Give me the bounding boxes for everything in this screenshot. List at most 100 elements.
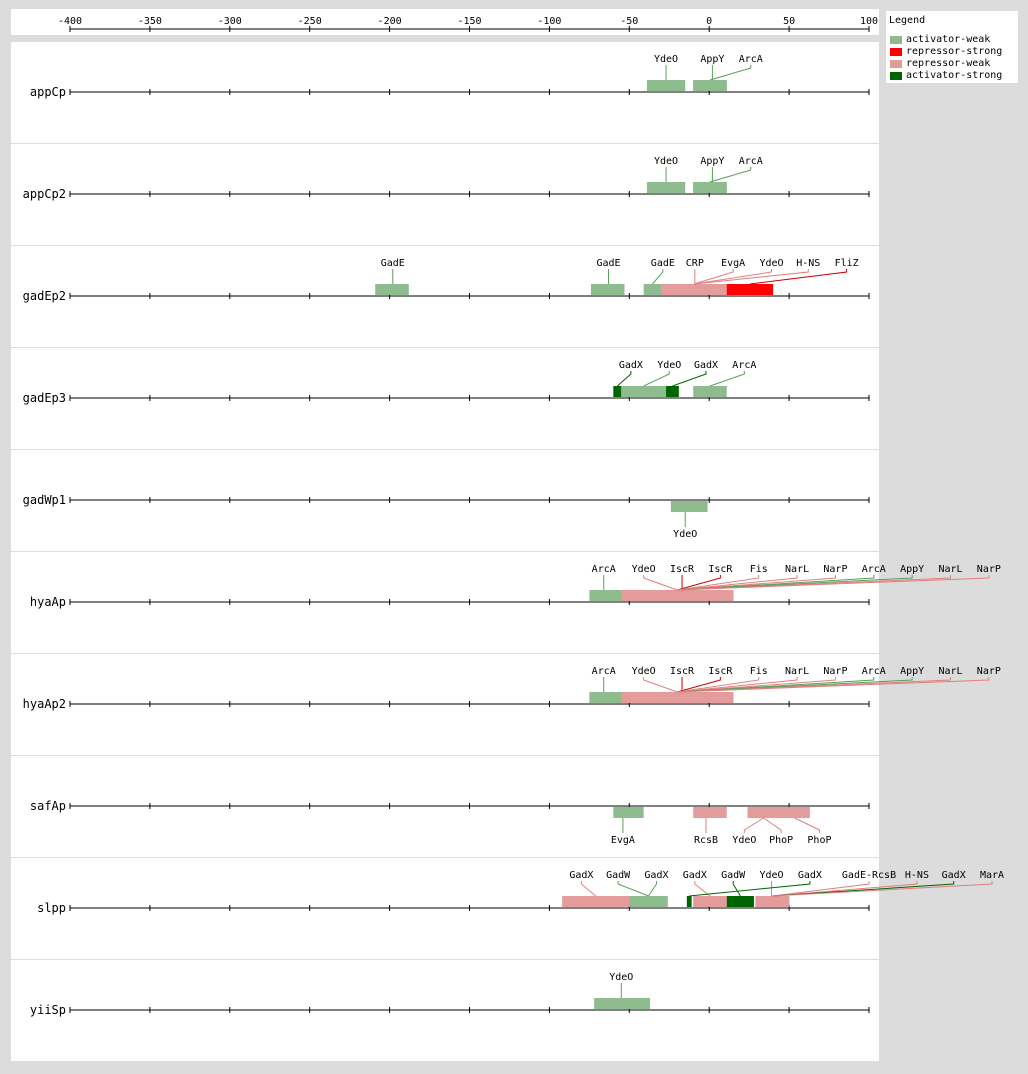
tf-label: YdeO (654, 156, 678, 167)
tf-label: NarL (938, 666, 962, 677)
tf-label: GadX (619, 360, 643, 371)
axis-tick-label: -300 (218, 16, 242, 27)
tf-label: NarP (977, 564, 1001, 575)
label-leader (580, 881, 597, 897)
label-leader (772, 881, 918, 897)
label-leader (694, 881, 711, 897)
label-leader (693, 269, 773, 285)
tf-label: PhoP (769, 835, 793, 846)
promoter-name: gadEp2 (23, 289, 66, 303)
axis-tick-label: 50 (783, 16, 795, 27)
binding-site-box (589, 590, 622, 601)
tf-label: GadX (644, 870, 668, 881)
axis-tick-label: -150 (457, 16, 481, 27)
tf-label: H-NS (796, 258, 820, 269)
tf-label: GadX (942, 870, 966, 881)
tf-label: IscR (708, 564, 733, 575)
binding-site-box (629, 896, 668, 907)
binding-site-box (779, 807, 810, 818)
axis-tick-label: -100 (537, 16, 561, 27)
label-leader (772, 881, 955, 897)
label-leader (672, 371, 707, 387)
tf-label: Fis (750, 564, 768, 575)
axis-panel (11, 9, 879, 35)
tf-label: IscR (670, 666, 695, 677)
binding-site-box (686, 896, 692, 907)
tf-label: GadW (721, 870, 746, 881)
binding-site-box (594, 998, 651, 1009)
label-leader (732, 881, 741, 897)
promoter-name: hyaAp (30, 595, 66, 609)
tf-label: ArcA (862, 666, 886, 677)
label-leader (677, 677, 836, 693)
label-leader (772, 881, 993, 897)
tf-label: YdeO (609, 972, 633, 983)
label-leader (677, 575, 721, 591)
tf-label: NarL (938, 564, 962, 575)
legend-title: Legend (889, 15, 926, 26)
axis-tick-label: -400 (58, 16, 82, 27)
label-leader (689, 881, 811, 897)
tf-label: ArcA (592, 666, 616, 677)
binding-site-box (646, 182, 686, 193)
label-leader (643, 371, 670, 387)
tf-label: ArcA (732, 360, 756, 371)
axis-tick-label: -200 (378, 16, 402, 27)
tf-label: NarL (785, 666, 809, 677)
binding-site-box (666, 386, 679, 397)
label-leader (677, 677, 721, 693)
tf-label: GadE (651, 258, 675, 269)
label-leader (677, 677, 875, 693)
label-leader (677, 575, 913, 591)
legend-label: repressor-strong (906, 46, 1003, 57)
tf-label: GadX (798, 870, 822, 881)
tf-label: AppY (900, 666, 924, 677)
label-leader (693, 269, 809, 285)
promoter-name: safAp (30, 799, 66, 813)
binding-site-box (562, 896, 630, 907)
tf-label: NarP (977, 666, 1001, 677)
promoter-name: gadEp3 (23, 391, 66, 405)
label-leader (693, 269, 734, 285)
promoter-name: hyaAp2 (23, 697, 66, 711)
tf-label: GadE-RcsB (842, 870, 896, 881)
tf-label: EvgA (611, 835, 635, 846)
label-leader (652, 269, 664, 285)
tf-label: Fis (750, 666, 768, 677)
binding-site-box (621, 386, 667, 397)
tf-label: MarA (980, 870, 1004, 881)
binding-site-box (755, 896, 790, 907)
tf-label: FliZ (835, 258, 859, 269)
label-leader (709, 371, 745, 387)
tf-label: IscR (708, 666, 733, 677)
label-leader (648, 881, 657, 897)
label-leader (794, 817, 820, 833)
binding-site-box (726, 284, 774, 295)
tf-label: CRP (686, 258, 704, 269)
label-leader (743, 817, 764, 833)
tf-label: YdeO (732, 835, 756, 846)
tf-label: YdeO (654, 54, 678, 65)
tf-label: EvgA (721, 258, 745, 269)
tf-label: NarP (823, 564, 847, 575)
label-leader (677, 677, 990, 693)
axis-tick-label: -250 (298, 16, 322, 27)
label-leader (616, 371, 632, 387)
axis-tick-label: 0 (706, 16, 712, 27)
legend-label: repressor-weak (906, 58, 991, 69)
binding-site-box (643, 284, 662, 295)
label-leader (677, 677, 798, 693)
tf-label: PhoP (807, 835, 831, 846)
label-leader (677, 575, 990, 591)
tf-label: H-NS (905, 870, 929, 881)
tf-label: AppY (700, 156, 724, 167)
legend-swatch (890, 59, 902, 68)
tf-label: YdeO (759, 870, 783, 881)
axis-tick-label: -50 (620, 16, 638, 27)
binding-site-box (613, 807, 644, 818)
binding-site-box (590, 284, 625, 295)
label-leader (763, 817, 782, 833)
label-leader (772, 881, 870, 897)
